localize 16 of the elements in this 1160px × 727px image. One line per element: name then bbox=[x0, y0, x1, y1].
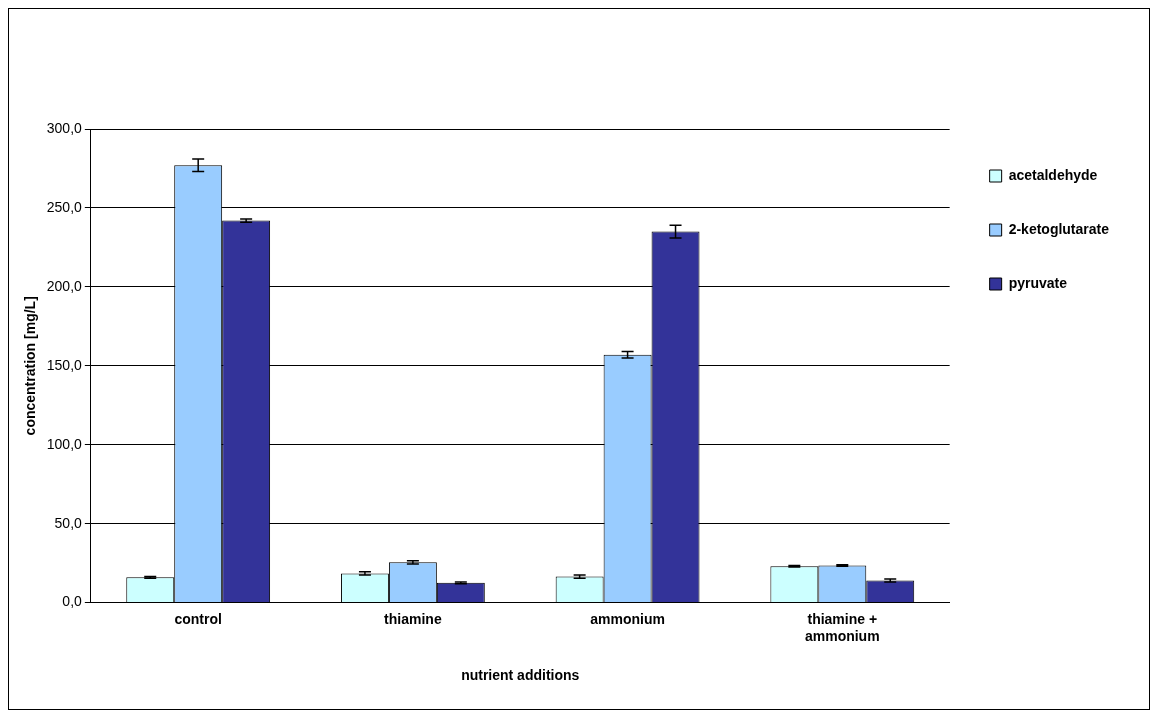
legend-label: 2-ketoglutarate bbox=[1008, 220, 1110, 237]
y-axis-title: concentration [mg/L] bbox=[22, 296, 39, 436]
y-tick-label: 100,0 bbox=[46, 435, 83, 452]
y-tick-label: 300,0 bbox=[46, 119, 83, 136]
y-tick-label: 200,0 bbox=[46, 277, 83, 294]
legend-label: pyruvate bbox=[1008, 274, 1068, 291]
legend-label: acetaldehyde bbox=[1008, 166, 1098, 183]
y-tick-label: 250,0 bbox=[46, 198, 83, 215]
x-tick-label: thiamine bbox=[384, 610, 442, 627]
y-tick-label: 150,0 bbox=[46, 356, 83, 373]
y-tick-label: 50,0 bbox=[54, 514, 83, 531]
x-axis-title: nutrient additions bbox=[461, 667, 580, 684]
y-tick-label: 0,0 bbox=[62, 593, 83, 610]
x-tick-label: ammonium bbox=[590, 610, 665, 627]
x-tick-label: thiamine + ammonium bbox=[804, 610, 880, 644]
x-tick-label: control bbox=[174, 610, 222, 627]
